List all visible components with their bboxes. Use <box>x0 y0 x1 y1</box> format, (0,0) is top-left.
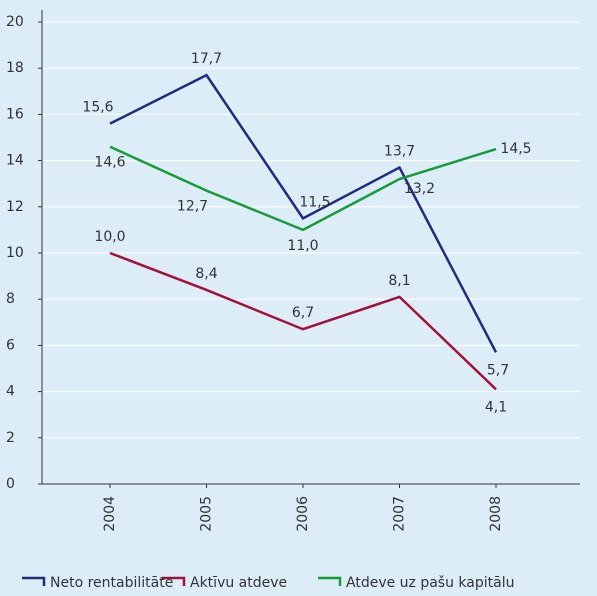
y-tick-label: 12 <box>6 199 24 215</box>
series-line <box>109 145 497 232</box>
y-tick-label: 14 <box>6 153 24 169</box>
y-tick-label: 4 <box>6 384 15 400</box>
y-tick-label: 20 <box>6 14 24 30</box>
data-label: 4,1 <box>485 399 507 415</box>
x-tick-label: 2005 <box>199 496 215 532</box>
y-tick-label: 8 <box>6 291 15 307</box>
y-tick-label: 2 <box>6 430 15 446</box>
legend-swatch <box>162 576 186 586</box>
x-tick-label: 2006 <box>295 496 311 532</box>
series-line <box>109 251 497 391</box>
data-label: 8,4 <box>195 266 217 282</box>
series-line <box>109 73 498 353</box>
y-tick-label: 10 <box>6 245 24 261</box>
data-label: 15,6 <box>82 100 113 116</box>
data-label: 10,0 <box>94 229 125 245</box>
data-label: 13,7 <box>384 144 415 160</box>
data-label: 8,1 <box>388 273 410 289</box>
data-label: 13,2 <box>404 181 435 197</box>
x-tick-label: 2007 <box>392 496 408 532</box>
legend-label: Aktīvu atdeve <box>190 575 287 591</box>
data-label: 17,7 <box>191 51 222 67</box>
legend-swatch <box>318 576 342 586</box>
data-label: 5,7 <box>487 362 509 378</box>
x-tick-label: 2004 <box>102 496 118 532</box>
y-tick-label: 16 <box>6 106 24 122</box>
data-label: 11,5 <box>299 194 330 210</box>
data-label: 6,7 <box>292 305 314 321</box>
y-tick-label: 0 <box>6 476 15 492</box>
data-label: 14,6 <box>94 155 125 171</box>
x-tick-label: 2008 <box>488 496 504 532</box>
legend-label: Atdeve uz pašu kapitālu <box>346 575 514 591</box>
data-label: 12,7 <box>177 199 208 215</box>
data-label: 11,0 <box>287 238 318 254</box>
legend-swatch <box>22 576 46 586</box>
y-tick-label: 6 <box>6 337 15 353</box>
data-label: 14,5 <box>500 141 531 157</box>
legend-label: Neto rentabilitāte <box>50 575 173 591</box>
y-tick-label: 18 <box>6 60 24 76</box>
